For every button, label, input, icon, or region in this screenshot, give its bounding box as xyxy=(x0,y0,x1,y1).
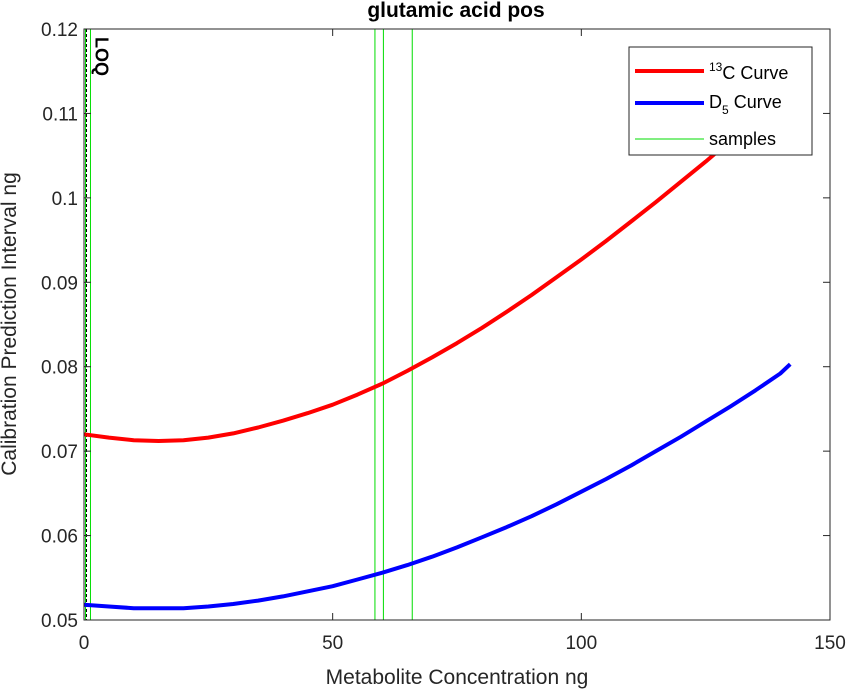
x-axis-label: Metabolite Concentration ng xyxy=(326,666,589,689)
series-line-1 xyxy=(83,362,792,611)
y-tick-label: 0.12 xyxy=(41,20,78,41)
legend-13c-superscript: 13 xyxy=(709,60,723,74)
series-line-0 xyxy=(83,126,747,443)
legend-13c-text: C Curve xyxy=(722,63,788,83)
loq-layer: LOQ xyxy=(85,29,111,620)
x-tick-label: 100 xyxy=(565,633,597,654)
x-tick-label: 0 xyxy=(79,633,90,654)
plot-frame xyxy=(83,28,831,621)
legend-d5-subscript: 5 xyxy=(722,103,729,117)
samples-layer xyxy=(84,29,413,620)
y-tick-label: 0.05 xyxy=(41,611,78,632)
legend-entry-13c-curve: 13C Curve xyxy=(709,60,788,83)
y-tick-label: 0.1 xyxy=(52,189,78,210)
legend-entry-samples: samples xyxy=(709,129,776,149)
y-axis-ticks: 0.05 0.06 0.07 0.08 0.09 0.1 0.11 0.12 xyxy=(41,20,830,632)
x-tick-label: 50 xyxy=(322,633,343,654)
loq-label: LOQ xyxy=(91,37,111,76)
legend: 13C Curve D5 Curve samples xyxy=(628,46,813,156)
y-tick-label: 0.08 xyxy=(41,358,78,379)
y-axis-label: Calibration Prediction Interval ng xyxy=(0,172,21,476)
y-tick-label: 0.06 xyxy=(41,527,78,548)
y-tick-label: 0.07 xyxy=(41,442,78,463)
x-axis-ticks: 0 50 100 150 xyxy=(79,29,846,654)
chart-title: glutamic acid pos xyxy=(367,0,544,22)
legend-d5-text: D xyxy=(709,92,722,112)
x-tick-label: 150 xyxy=(814,633,846,654)
legend-entry-d5-curve: D5 Curve xyxy=(709,92,782,117)
y-tick-label: 0.09 xyxy=(41,273,78,294)
series-layer xyxy=(83,126,792,611)
y-tick-label: 0.11 xyxy=(42,104,78,125)
legend-d5-tail: Curve xyxy=(729,92,782,112)
